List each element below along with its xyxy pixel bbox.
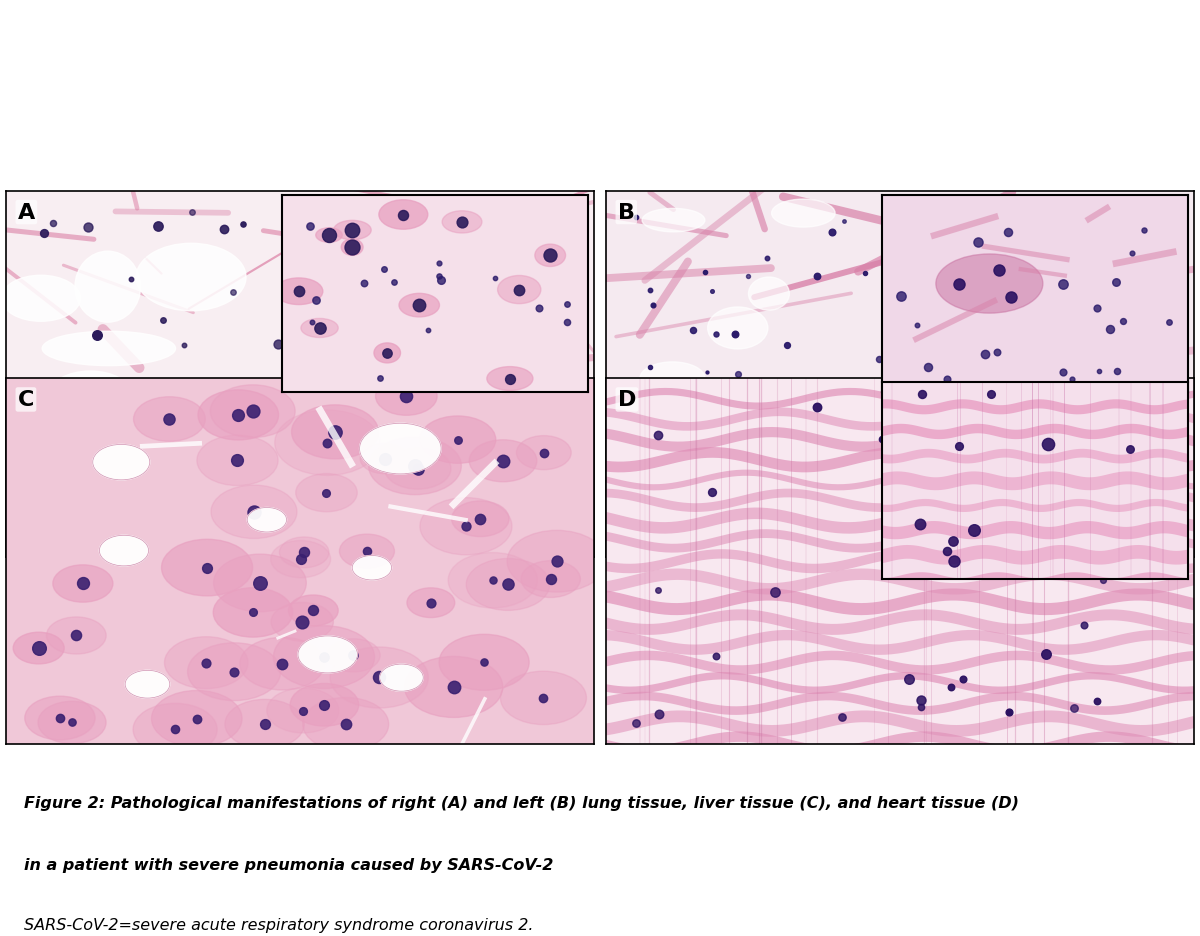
Circle shape bbox=[100, 535, 149, 566]
Circle shape bbox=[280, 537, 329, 568]
Text: SARS-CoV-2=severe acute respiratory syndrome coronavirus 2.: SARS-CoV-2=severe acute respiratory synd… bbox=[24, 917, 534, 932]
Circle shape bbox=[187, 643, 281, 701]
Circle shape bbox=[326, 639, 380, 672]
Ellipse shape bbox=[749, 278, 790, 311]
Circle shape bbox=[353, 556, 391, 580]
Ellipse shape bbox=[936, 255, 1043, 314]
Ellipse shape bbox=[374, 344, 401, 363]
Circle shape bbox=[247, 508, 287, 533]
Ellipse shape bbox=[334, 221, 371, 241]
Circle shape bbox=[407, 588, 455, 618]
Circle shape bbox=[210, 386, 295, 438]
Circle shape bbox=[360, 424, 442, 475]
Text: in a patient with severe pneumonia caused by SARS-CoV-2: in a patient with severe pneumonia cause… bbox=[24, 857, 553, 872]
Ellipse shape bbox=[136, 244, 246, 312]
Circle shape bbox=[25, 696, 95, 740]
Circle shape bbox=[198, 390, 278, 441]
Circle shape bbox=[162, 540, 252, 596]
Circle shape bbox=[379, 665, 424, 692]
Ellipse shape bbox=[640, 362, 704, 395]
Circle shape bbox=[53, 565, 113, 603]
Ellipse shape bbox=[42, 332, 175, 366]
Circle shape bbox=[92, 445, 150, 480]
Text: Figure 2: Pathological manifestations of right (A) and left (B) lung tissue, liv: Figure 2: Pathological manifestations of… bbox=[24, 796, 1019, 811]
Ellipse shape bbox=[400, 294, 439, 317]
Circle shape bbox=[133, 397, 205, 442]
Circle shape bbox=[133, 704, 217, 755]
Ellipse shape bbox=[1012, 497, 1056, 536]
Circle shape bbox=[197, 435, 278, 486]
Circle shape bbox=[516, 436, 571, 470]
Ellipse shape bbox=[498, 276, 541, 304]
Circle shape bbox=[211, 486, 296, 539]
Ellipse shape bbox=[74, 252, 140, 323]
Ellipse shape bbox=[944, 257, 983, 276]
Ellipse shape bbox=[642, 209, 704, 233]
Circle shape bbox=[47, 617, 106, 654]
Ellipse shape bbox=[53, 443, 152, 474]
Ellipse shape bbox=[487, 367, 533, 391]
Ellipse shape bbox=[708, 308, 768, 349]
Circle shape bbox=[295, 474, 358, 512]
Ellipse shape bbox=[772, 200, 835, 227]
Circle shape bbox=[240, 637, 324, 690]
Circle shape bbox=[290, 683, 359, 726]
Circle shape bbox=[38, 702, 106, 744]
Circle shape bbox=[271, 603, 334, 641]
Circle shape bbox=[451, 502, 509, 537]
Ellipse shape bbox=[1127, 245, 1170, 276]
Circle shape bbox=[368, 437, 461, 495]
Ellipse shape bbox=[146, 427, 288, 488]
Ellipse shape bbox=[379, 200, 428, 230]
Circle shape bbox=[266, 688, 340, 733]
Ellipse shape bbox=[301, 319, 338, 338]
Ellipse shape bbox=[893, 282, 961, 306]
Text: C: C bbox=[18, 390, 34, 410]
Circle shape bbox=[420, 417, 496, 463]
Circle shape bbox=[467, 559, 550, 610]
Ellipse shape bbox=[48, 372, 132, 421]
Circle shape bbox=[164, 637, 248, 689]
Circle shape bbox=[302, 697, 389, 751]
Ellipse shape bbox=[637, 405, 703, 429]
Circle shape bbox=[151, 691, 242, 747]
Text: A: A bbox=[18, 203, 35, 223]
Ellipse shape bbox=[1, 276, 80, 322]
Circle shape bbox=[125, 670, 169, 698]
Circle shape bbox=[384, 448, 451, 490]
Circle shape bbox=[13, 633, 64, 665]
Circle shape bbox=[274, 626, 374, 689]
Circle shape bbox=[275, 411, 380, 475]
Circle shape bbox=[376, 377, 437, 416]
Circle shape bbox=[330, 648, 428, 709]
Circle shape bbox=[420, 498, 512, 555]
Ellipse shape bbox=[316, 228, 342, 243]
Circle shape bbox=[360, 444, 409, 475]
Circle shape bbox=[521, 561, 581, 598]
Circle shape bbox=[439, 635, 529, 691]
Circle shape bbox=[298, 636, 358, 673]
Circle shape bbox=[469, 440, 536, 482]
Circle shape bbox=[448, 553, 538, 608]
Circle shape bbox=[340, 534, 395, 569]
Circle shape bbox=[508, 531, 606, 592]
Ellipse shape bbox=[241, 437, 354, 477]
Ellipse shape bbox=[535, 245, 565, 267]
Ellipse shape bbox=[442, 212, 482, 234]
Circle shape bbox=[404, 657, 503, 718]
Circle shape bbox=[214, 554, 306, 612]
Circle shape bbox=[500, 671, 587, 724]
Circle shape bbox=[292, 405, 378, 460]
Circle shape bbox=[224, 699, 305, 749]
Circle shape bbox=[214, 588, 293, 637]
Text: B: B bbox=[618, 203, 635, 223]
Circle shape bbox=[271, 541, 331, 578]
Circle shape bbox=[288, 595, 338, 626]
Text: D: D bbox=[618, 390, 636, 410]
Ellipse shape bbox=[275, 279, 323, 305]
Ellipse shape bbox=[341, 240, 364, 256]
